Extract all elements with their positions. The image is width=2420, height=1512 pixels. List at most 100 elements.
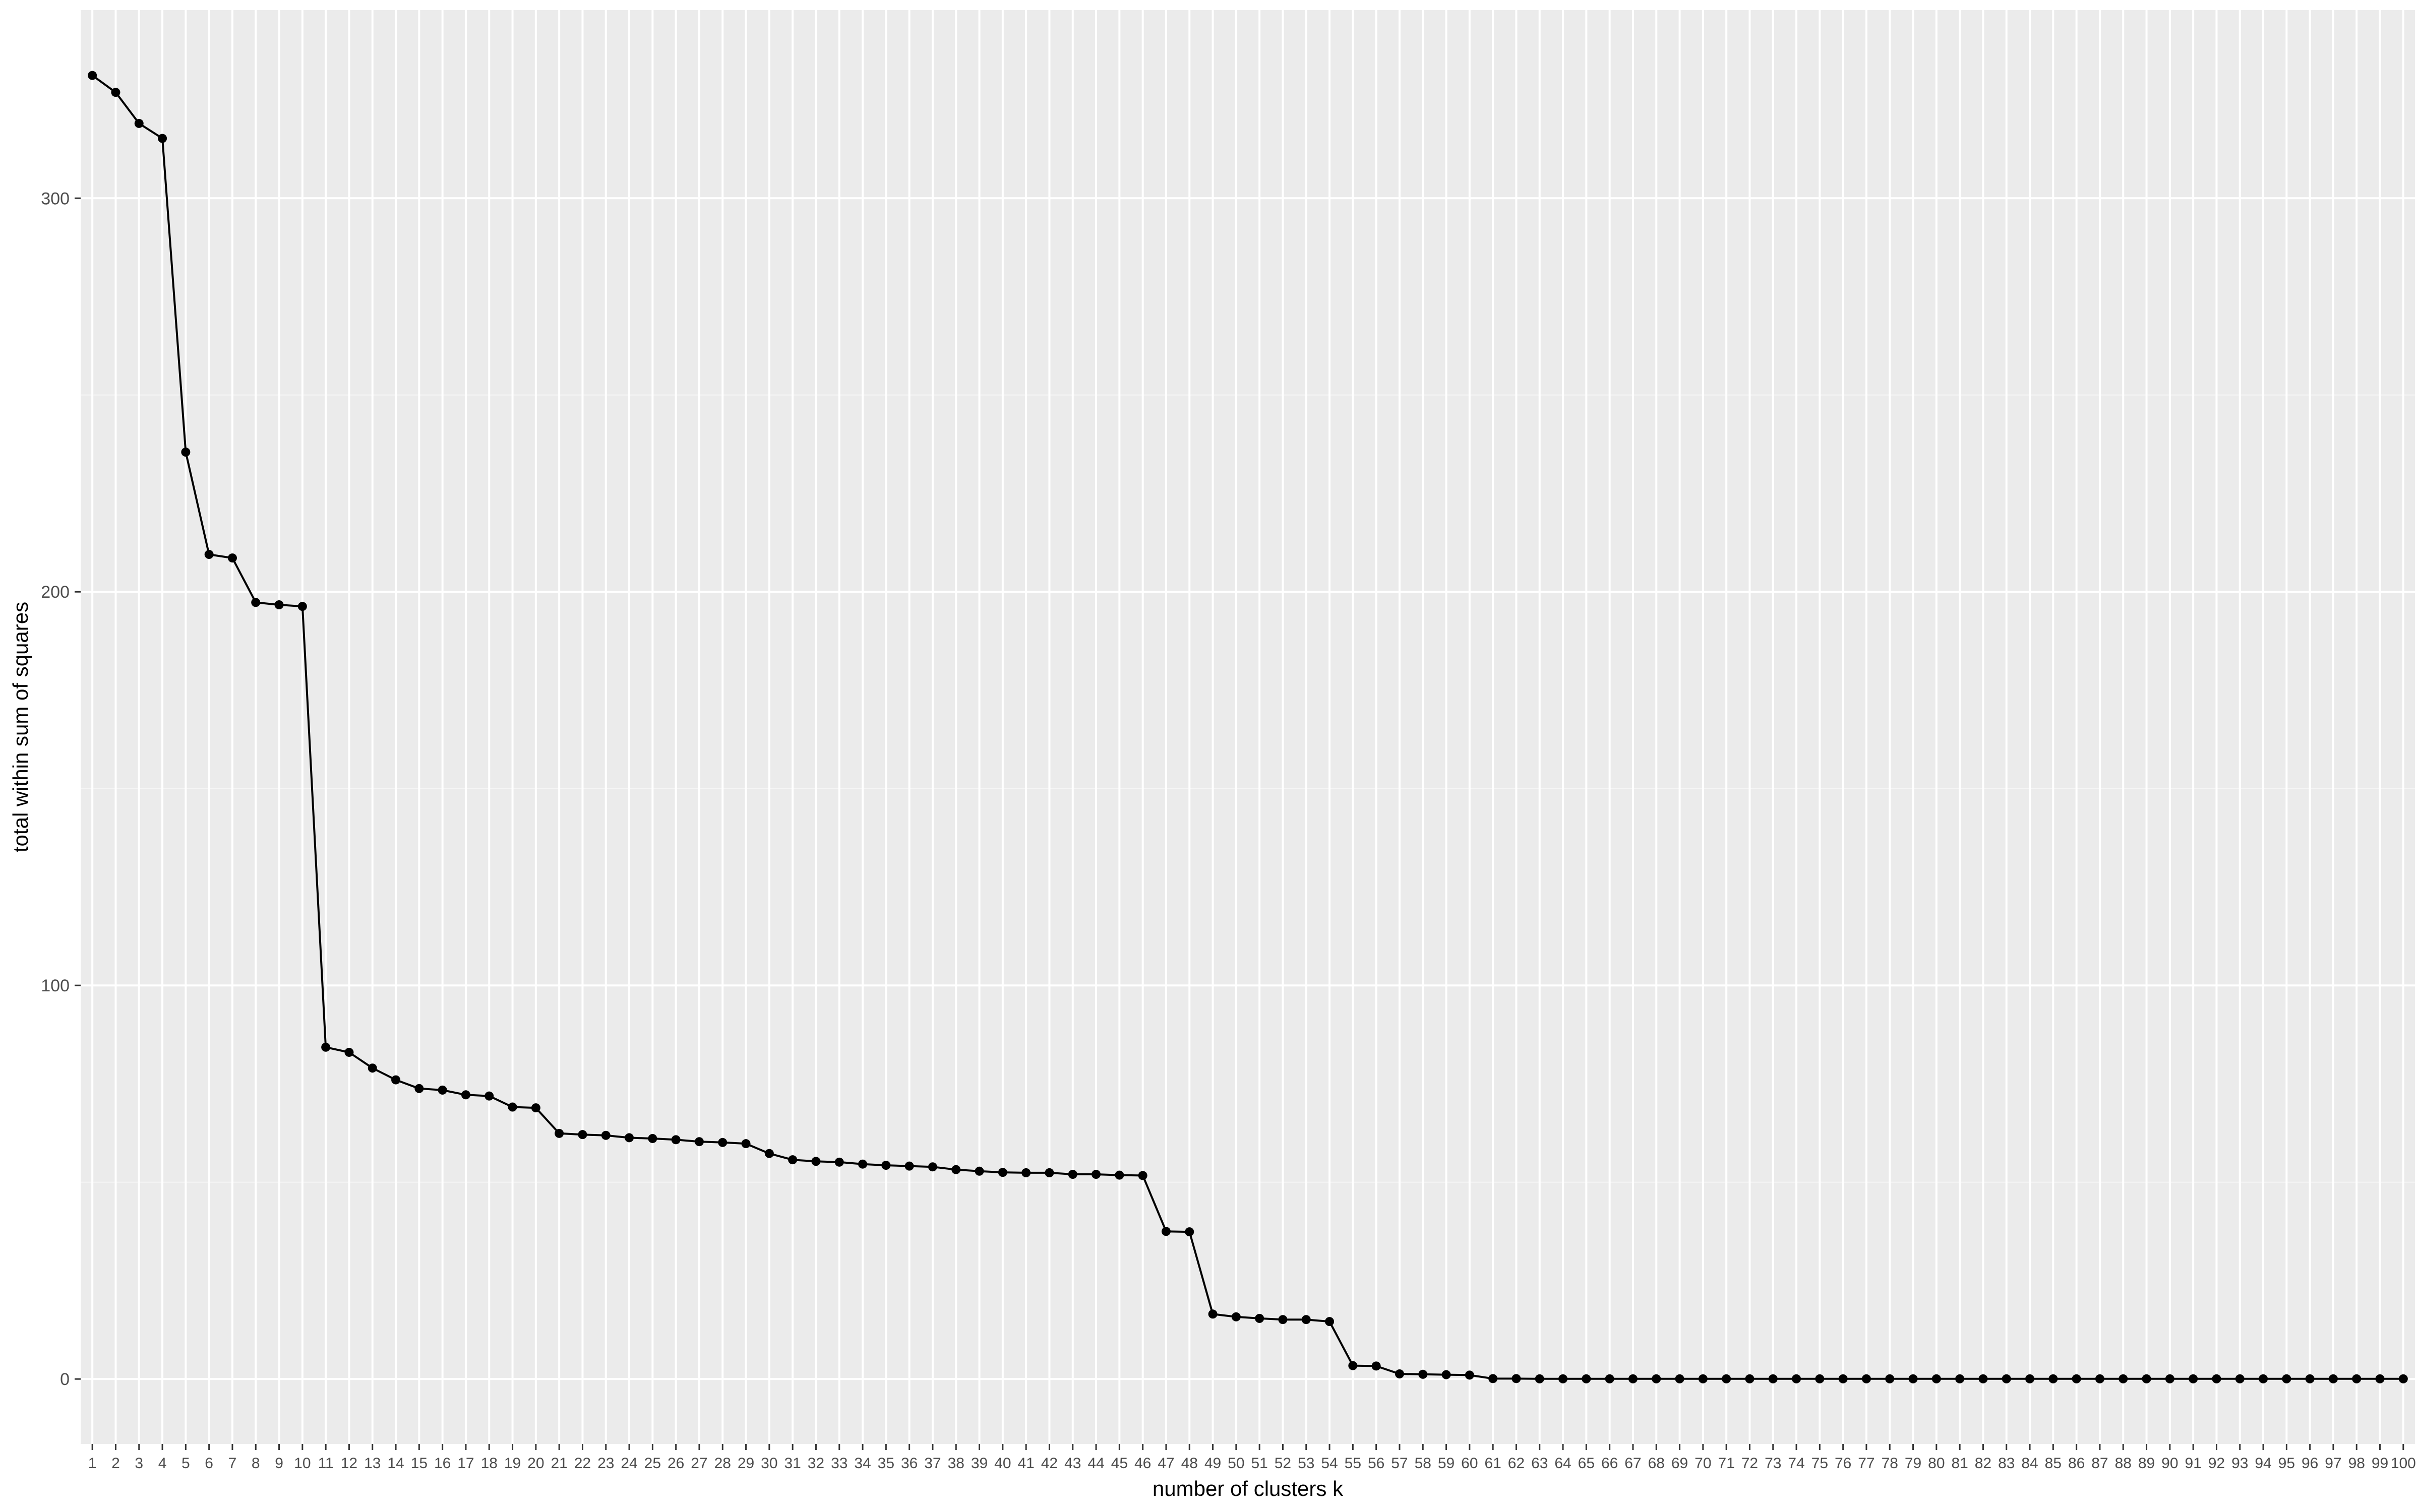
data-point [1138,1171,1147,1180]
x-tick-label: 17 [457,1455,474,1472]
data-point [461,1090,470,1100]
data-point [951,1165,961,1174]
x-tick-label: 60 [1461,1455,1478,1472]
x-tick-label: 89 [2138,1455,2155,1472]
x-tick-label: 29 [738,1455,754,1472]
data-point [928,1162,937,1172]
y-tick-label: 200 [41,583,70,602]
x-tick-label: 72 [1741,1455,1758,1472]
x-tick-label: 9 [275,1455,283,1472]
data-point [1628,1374,1638,1383]
x-tick-label: 45 [1111,1455,1128,1472]
data-point [1768,1374,1778,1383]
data-point [1815,1374,1825,1383]
data-point [1838,1374,1848,1383]
y-tick-label: 0 [60,1370,70,1389]
data-point [881,1161,891,1170]
data-point [1652,1374,1661,1383]
x-axis-title: number of clusters k [1153,1477,1344,1500]
x-tick-label: 67 [1624,1455,1641,1472]
data-point [1861,1374,1871,1383]
x-tick-label: 81 [1951,1455,1968,1472]
data-point [1185,1227,1194,1237]
data-point [578,1130,587,1140]
x-tick-label: 35 [878,1455,894,1472]
x-tick-label: 33 [831,1455,848,1472]
x-tick-label: 73 [1765,1455,1781,1472]
x-tick-label: 24 [621,1455,637,1472]
series-line [92,74,2403,1380]
x-tick-label: 93 [2231,1455,2248,1472]
x-tick-label: 8 [252,1455,260,1472]
x-tick-label: 38 [948,1455,964,1472]
data-point [111,88,120,97]
x-tick-label: 49 [1204,1455,1221,1472]
data-point [2259,1374,2268,1383]
data-point [1722,1374,1731,1383]
data-point [508,1102,517,1112]
x-tick-label: 92 [2208,1455,2225,1472]
data-point [2048,1374,2058,1383]
x-tick-label: 76 [1835,1455,1851,1472]
series-layer [88,71,2408,1383]
x-tick-label: 95 [2278,1455,2295,1472]
data-point [1792,1374,1801,1383]
x-tick-label: 97 [2325,1455,2341,1472]
data-point [1021,1168,1031,1177]
x-tick-label: 18 [481,1455,498,1472]
data-point [321,1042,331,1052]
data-point [2119,1374,2128,1383]
y-tick-label: 300 [41,189,70,208]
x-tick-label: 51 [1251,1455,1267,1472]
y-axis-ticks: 0 100 200 300 [41,189,81,1389]
x-tick-label: 1 [88,1455,97,1472]
data-point [1348,1361,1358,1370]
data-point [2002,1374,2011,1383]
data-point [1978,1374,1988,1383]
x-tick-label: 87 [2091,1455,2108,1472]
x-tick-label: 44 [1087,1455,1104,1472]
data-point [2189,1374,2198,1383]
data-point [391,1075,401,1085]
x-tick-label: 19 [504,1455,521,1472]
x-tick-label: 21 [551,1455,567,1472]
x-axis-ticks: 1 2 3 4 5 6 7 8 9 10 11 12 13 14 15 16 17 18 19 20 21 22 23 24 2… [88,1444,2416,1472]
data-point [1582,1374,1591,1383]
data-point [1955,1374,1965,1383]
x-tick-label: 30 [761,1455,777,1472]
data-point [1325,1317,1335,1327]
x-tick-label: 43 [1064,1455,1081,1472]
data-point [1161,1227,1171,1236]
data-point [694,1137,704,1147]
data-point [274,600,284,610]
data-point [368,1063,377,1073]
data-point [1045,1168,1054,1177]
x-tick-label: 16 [434,1455,451,1472]
x-tick-label: 42 [1041,1455,1058,1472]
x-tick-label: 91 [2185,1455,2201,1472]
y-tick-label: 100 [41,976,70,995]
x-tick-label: 55 [1345,1455,1361,1472]
x-tick-label: 77 [1858,1455,1874,1472]
x-tick-label: 34 [854,1455,871,1472]
x-tick-label: 71 [1718,1455,1734,1472]
data-point [1441,1370,1451,1379]
x-tick-label: 70 [1695,1455,1711,1472]
x-tick-label: 37 [924,1455,941,1472]
y-axis-title: total within sum of squares [9,602,32,852]
x-tick-label: 74 [1788,1455,1804,1472]
data-point [1231,1312,1241,1321]
data-point [834,1157,844,1167]
data-point [904,1161,914,1171]
data-point [227,553,237,563]
x-tick-label: 66 [1601,1455,1618,1472]
x-tick-label: 7 [228,1455,237,1472]
data-point [2095,1374,2104,1383]
data-point [1931,1374,1941,1383]
data-point [2025,1374,2035,1383]
data-point [1115,1170,1124,1180]
data-point [671,1135,681,1145]
x-tick-label: 75 [1811,1455,1828,1472]
x-tick-label: 69 [1671,1455,1688,1472]
